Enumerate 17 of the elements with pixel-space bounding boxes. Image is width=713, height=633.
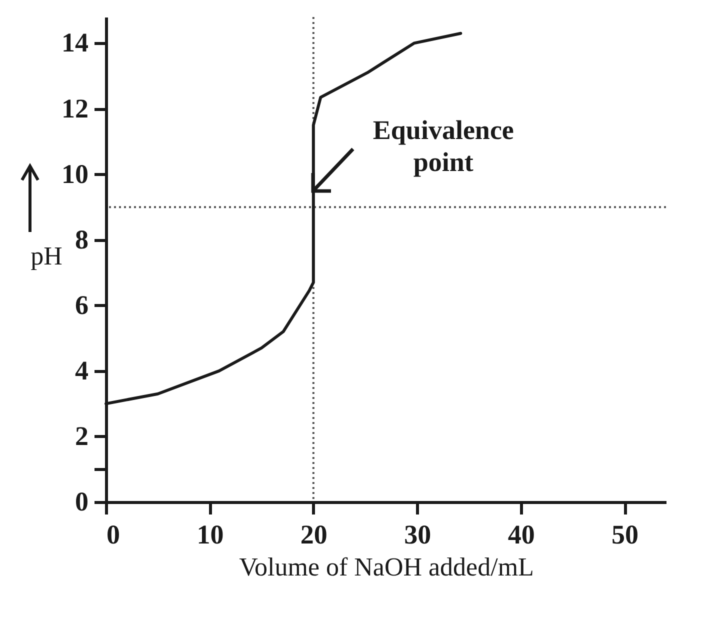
y-tick-label: 0 [75,486,88,516]
y-tick-label: 10 [62,158,88,189]
x-tick-label: 10 [196,520,224,550]
x-axis-title: Volume of NaOH added/mL [239,552,534,582]
annotation: Equivalence point [372,115,514,178]
x-tick-label: 40 [508,520,535,550]
y-tick-label: 12 [62,93,88,124]
x-tick-label: 50 [612,520,639,550]
y-axis-title: pH [30,242,63,271]
y-tick-label: 2 [75,420,88,451]
y-tick-label: 6 [75,290,88,320]
x-tick-label: 20 [300,520,328,550]
y-tick-label: 4 [75,355,88,386]
y-tick-label: 14 [62,28,88,58]
x-tick-label: 30 [404,520,432,550]
x-tick-label: 0 [106,520,120,550]
y-tick-label: 8 [75,224,88,254]
